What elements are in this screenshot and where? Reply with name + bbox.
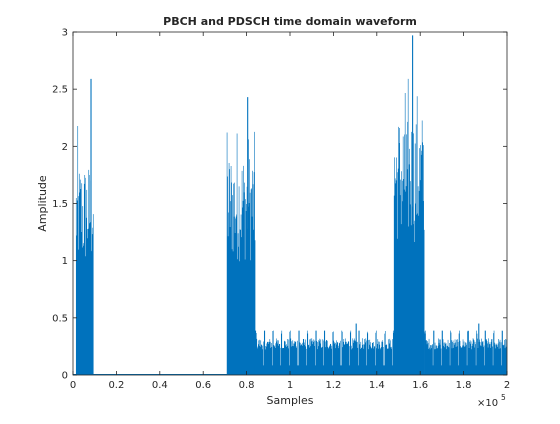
x-tick-label: 1.6 <box>412 380 428 391</box>
waveform-segment <box>393 35 425 375</box>
y-tick-label: 0.5 <box>52 313 68 324</box>
x-tick-label: 0.2 <box>108 380 124 391</box>
waveform-trace <box>424 330 507 375</box>
y-axis-label: Amplitude <box>36 175 49 232</box>
y-tick-label: 3 <box>62 28 68 39</box>
waveform-segment <box>254 323 395 375</box>
plot-area <box>73 32 507 375</box>
waveform-trace <box>75 126 94 375</box>
y-tick-label: 1.5 <box>52 199 68 210</box>
data-layer <box>73 35 507 375</box>
x-ticks: 0 0.2 0.4 0.6 0.8 1 1.2 1.4 1.6 1.8 2 <box>70 32 510 391</box>
chart-title: PBCH and PDSCH time domain waveform <box>163 15 417 28</box>
x-tick-label: 0.6 <box>195 380 211 391</box>
waveform-trace <box>254 330 395 375</box>
y-tick-label: 0 <box>62 371 68 382</box>
x-tick-label: 0.8 <box>239 380 255 391</box>
y-tick-label: 2.5 <box>52 85 68 96</box>
y-tick-label: 2 <box>62 142 68 153</box>
x-tick-label: 1.2 <box>325 380 341 391</box>
y-tick-label: 1 <box>62 256 68 267</box>
x-axis-label: Samples <box>267 394 314 407</box>
x-tick-label: 1.4 <box>369 380 385 391</box>
x-exponent-base: ×10 <box>477 398 498 409</box>
x-tick-label: 0 <box>70 380 76 391</box>
x-tick-label: 0.4 <box>152 380 168 391</box>
x-exponent-power: 5 <box>501 393 506 402</box>
y-ticks: 0 0.5 1 1.5 2 2.5 3 <box>52 28 507 382</box>
x-tick-label: 2 <box>504 380 510 391</box>
waveform-segment <box>424 323 507 375</box>
x-tick-label: 1 <box>287 380 293 391</box>
waveform-trace <box>226 131 256 375</box>
x-tick-label: 1.8 <box>456 380 472 391</box>
waveform-segment <box>226 97 256 375</box>
waveform-segment <box>75 78 94 375</box>
waveform-trace <box>393 78 425 375</box>
